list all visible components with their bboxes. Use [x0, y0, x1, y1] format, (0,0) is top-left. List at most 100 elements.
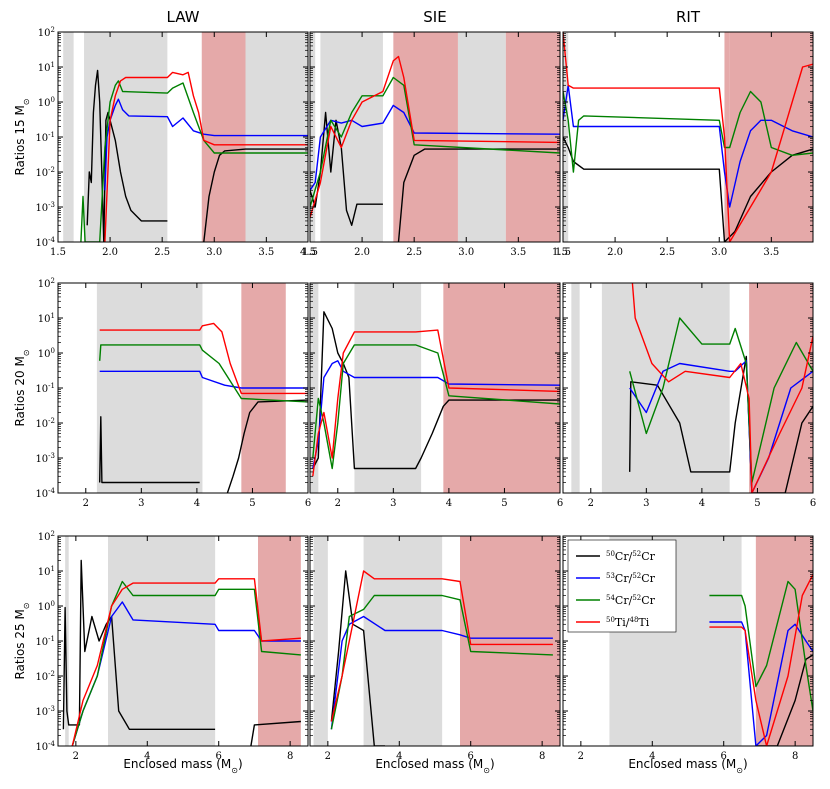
- x-axis-label-sun: ⊙: [483, 766, 490, 775]
- convective-zone-shade: [245, 32, 308, 242]
- y-tick-exp: -4: [48, 487, 55, 495]
- legend-elem1: Cr/: [615, 572, 633, 585]
- series-line-ti50: [563, 32, 813, 242]
- x-tick-label: 2.5: [659, 247, 675, 258]
- x-tick-label: 2.5: [154, 247, 170, 258]
- row-label-text: Ratios 20: [13, 367, 27, 427]
- y-tick-label: 10-1: [35, 382, 55, 395]
- x-tick-label: 3.0: [711, 247, 727, 258]
- x-tick-label: 2: [588, 498, 594, 509]
- legend-mass2: 52: [632, 550, 641, 558]
- series-line-cr54: [563, 90, 813, 173]
- panel-plot-area: [62, 536, 301, 746]
- y-tick-base: 10: [35, 133, 48, 144]
- y-tick-base: 10: [38, 532, 51, 543]
- x-tick-label: 1.5: [555, 247, 571, 258]
- legend-elem2: Cr: [641, 550, 655, 563]
- legend-elem2: Cr: [641, 572, 655, 585]
- y-tick-exp: -3: [48, 201, 55, 209]
- legend-mass1: 53: [606, 572, 615, 580]
- convective-zone-shade: [313, 536, 328, 746]
- x-axis-label-text: Enclosed mass (M: [628, 757, 736, 771]
- y-tick-label: 10-2: [35, 417, 55, 430]
- burning-zone-shade: [749, 283, 813, 493]
- x-tick-label: 6: [557, 498, 563, 509]
- y-tick-exp: -3: [48, 452, 55, 460]
- burning-zone-shade: [724, 32, 730, 242]
- series-line-cr50: [629, 355, 813, 493]
- x-tick-label: 2: [325, 751, 331, 762]
- y-tick-label: 10-1: [35, 635, 55, 648]
- y-tick-label: 101: [38, 61, 55, 74]
- y-tick-base: 10: [38, 63, 51, 74]
- legend-mass2: 52: [632, 572, 641, 580]
- y-tick-label: 102: [38, 530, 55, 543]
- x-axis-label: Enclosed mass (M⊙): [123, 757, 242, 775]
- row-label-unit: M: [13, 105, 27, 115]
- y-tick-label: 10-4: [35, 236, 55, 249]
- x-tick-label: 3: [390, 498, 396, 509]
- series-line-cr53: [310, 104, 560, 191]
- burning-zone-shade: [505, 32, 560, 242]
- legend-elem2: Ti: [638, 616, 649, 629]
- legend-mass1: 50: [606, 616, 615, 624]
- x-axis-label-close: ): [743, 757, 748, 771]
- panel-plot-area: [563, 32, 813, 242]
- y-tick-base: 10: [38, 567, 51, 578]
- x-tick-label: 3.5: [763, 247, 779, 258]
- series-line-cr53: [563, 84, 813, 208]
- y-tick-label: 100: [38, 600, 55, 613]
- x-tick-label: 4: [144, 751, 150, 762]
- legend-label-ti50: 50Ti/48Ti: [606, 616, 650, 629]
- burning-zone-shade: [393, 32, 458, 242]
- y-tick-label: 10-1: [35, 131, 55, 144]
- row-label-25: Ratios 25 M⊙: [13, 602, 31, 679]
- y-tick-exp: 1: [51, 312, 55, 320]
- y-tick-exp: -4: [48, 236, 55, 244]
- x-tick-label: 4.5: [300, 247, 316, 258]
- legend-mass2: 48: [629, 616, 638, 624]
- y-tick-exp: 2: [51, 530, 55, 538]
- panel-rit-15: 1.5 2.0 2.5 3.0 3.5: [555, 31, 814, 258]
- x-tick-label: 3.5: [510, 247, 526, 258]
- burning-zone-shade: [201, 32, 246, 242]
- series-line-cr53: [312, 360, 560, 469]
- panel-plot-area: [310, 283, 560, 493]
- y-tick-label: 100: [38, 347, 55, 360]
- convective-zone-shade: [354, 283, 422, 493]
- x-tick-label: 6: [468, 751, 474, 762]
- y-tick-exp: -1: [48, 131, 55, 139]
- row-label-text: Ratios 15: [13, 116, 27, 176]
- y-tick-exp: -4: [48, 740, 55, 748]
- column-title-sie: SIE: [423, 8, 446, 26]
- y-tick-exp: 2: [51, 277, 55, 285]
- x-tick-label: 4: [396, 751, 402, 762]
- x-tick-label: 2: [335, 498, 341, 509]
- x-tick-label: 1.5: [50, 247, 66, 258]
- x-tick-label: 4: [699, 498, 705, 509]
- series-line-cr54: [629, 317, 813, 484]
- x-tick-label: 4: [194, 498, 200, 509]
- legend-elem1: Cr/: [615, 550, 633, 563]
- series-line-ti50: [709, 574, 813, 746]
- legend-mass1: 50: [606, 550, 615, 558]
- x-tick-label: 4: [649, 751, 655, 762]
- legend-mass1: 54: [606, 594, 615, 602]
- burning-zone-shade: [460, 536, 560, 746]
- x-tick-label: 4: [446, 498, 452, 509]
- y-tick-base: 10: [35, 168, 48, 179]
- series-line-cr50: [62, 559, 301, 746]
- x-tick-label: 6: [810, 498, 816, 509]
- panel-plot-area: [571, 283, 813, 493]
- series-line-ti50: [99, 322, 308, 395]
- legend-elem1: Ti/: [615, 616, 630, 629]
- series-line-cr54: [80, 80, 308, 242]
- y-tick-label: 10-3: [35, 705, 55, 718]
- x-tick-label: 6: [216, 751, 222, 762]
- series-line-cr54: [99, 344, 308, 403]
- convective-zone-shade: [63, 32, 74, 242]
- y-tick-label: 10-4: [35, 487, 55, 500]
- x-tick-label: 2.5: [406, 247, 422, 258]
